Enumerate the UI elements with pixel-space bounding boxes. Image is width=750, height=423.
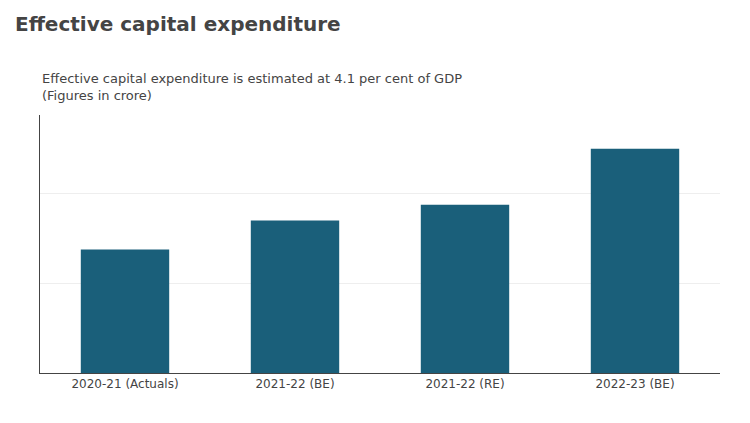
svg-text:2022-23 (BE): 2022-23 (BE) bbox=[595, 377, 674, 391]
svg-text:Effective capital expenditure: Effective capital expenditure bbox=[15, 12, 341, 36]
svg-text:Effective capital expenditure: Effective capital expenditure is estimat… bbox=[42, 71, 462, 103]
svg-text:2020-21 (Actuals): 2020-21 (Actuals) bbox=[71, 377, 178, 391]
svg-text:2021-22 (RE): 2021-22 (RE) bbox=[425, 377, 504, 391]
svg-text:2021-22 (BE): 2021-22 (BE) bbox=[255, 377, 334, 391]
